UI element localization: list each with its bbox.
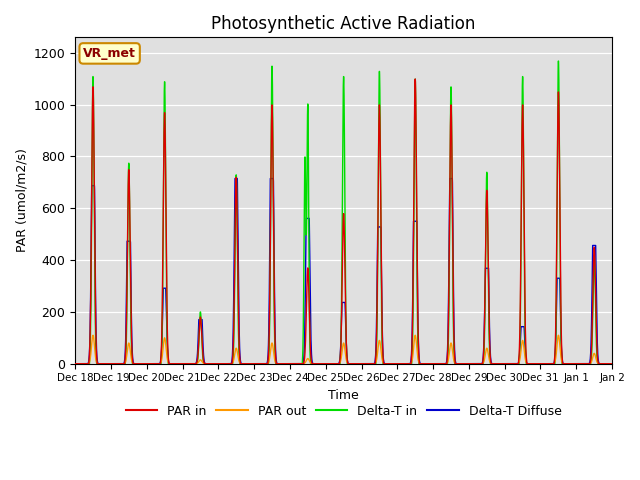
Delta-T Diffuse <box>324 361 332 367</box>
PAR out <box>89 332 97 338</box>
PAR in <box>168 361 175 367</box>
Delta-T Diffuse <box>231 176 239 181</box>
Line: Delta-T in: Delta-T in <box>75 61 612 364</box>
Delta-T Diffuse <box>495 361 502 367</box>
Line: PAR in: PAR in <box>75 79 612 364</box>
PAR out <box>495 361 502 367</box>
PAR out <box>464 361 472 367</box>
PAR in <box>607 361 615 367</box>
Delta-T in <box>464 361 472 367</box>
Delta-T in <box>554 58 562 64</box>
PAR in <box>324 361 332 367</box>
Line: PAR out: PAR out <box>75 335 612 364</box>
PAR out <box>607 361 615 367</box>
Delta-T in <box>324 361 332 367</box>
Delta-T Diffuse <box>168 361 175 367</box>
PAR in <box>412 76 419 82</box>
Delta-T in <box>168 361 175 367</box>
PAR in <box>435 361 442 367</box>
Delta-T Diffuse <box>464 361 472 367</box>
Delta-T Diffuse <box>608 361 616 367</box>
Delta-T in <box>434 361 442 367</box>
Title: Photosynthetic Active Radiation: Photosynthetic Active Radiation <box>211 15 476 33</box>
PAR out <box>71 361 79 367</box>
Delta-T Diffuse <box>607 361 615 367</box>
Delta-T in <box>494 361 502 367</box>
PAR out <box>324 361 332 367</box>
Line: Delta-T Diffuse: Delta-T Diffuse <box>75 179 612 364</box>
PAR in <box>464 361 472 367</box>
Delta-T in <box>608 361 616 367</box>
PAR out <box>435 361 442 367</box>
Delta-T in <box>71 361 79 367</box>
X-axis label: Time: Time <box>328 389 359 402</box>
Delta-T in <box>607 361 615 367</box>
PAR in <box>71 361 79 367</box>
PAR out <box>168 361 175 367</box>
PAR in <box>495 361 502 367</box>
Delta-T Diffuse <box>435 361 442 367</box>
Y-axis label: PAR (umol/m2/s): PAR (umol/m2/s) <box>15 149 28 252</box>
PAR out <box>608 361 616 367</box>
Text: VR_met: VR_met <box>83 47 136 60</box>
Legend: PAR in, PAR out, Delta-T in, Delta-T Diffuse: PAR in, PAR out, Delta-T in, Delta-T Dif… <box>121 400 566 423</box>
PAR in <box>608 361 616 367</box>
Delta-T Diffuse <box>71 361 79 367</box>
